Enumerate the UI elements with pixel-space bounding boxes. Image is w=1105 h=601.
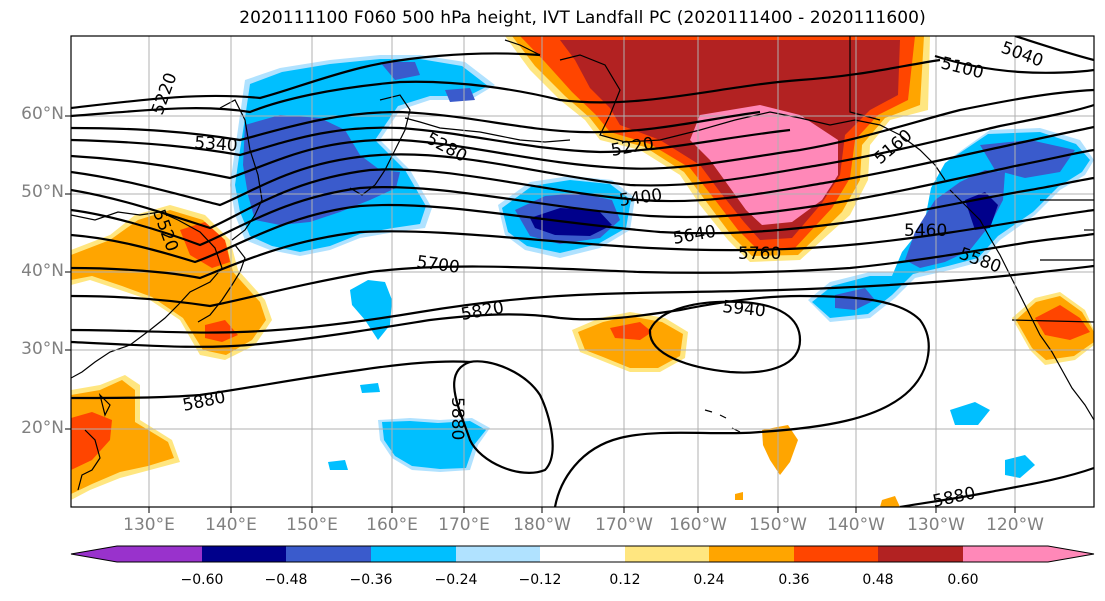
lat-label-30n: 30°N [21,339,64,359]
colorbar-tick-label: −0.24 [434,572,478,588]
contour-label: 5880 [447,397,467,440]
lon-label-130w: 130°W [907,515,965,535]
graticule [71,36,1094,507]
lon-label-160e: 160°E [366,515,418,535]
lon-label-150e: 150°E [286,515,338,535]
coastlines [71,36,1094,491]
map-title: 2020111100 F060 500 hPa height, IVT Land… [239,8,926,28]
lon-label-130e: 130°E [123,515,175,535]
lon-label-160w: 160°W [669,515,727,535]
lon-label-140e: 140°E [205,515,257,535]
colorbar-tick-label: −0.48 [264,572,308,588]
lon-label-170w: 170°W [595,515,653,535]
contour-label: 5340 [194,133,239,156]
lon-label-180w: 180°W [513,515,571,535]
contour-label: 5940 [721,297,766,321]
contour-label: 5460 [904,221,947,241]
colorbar-tick-label: 0.60 [947,572,979,588]
lat-label-60n: 60°N [21,104,64,124]
lon-label-150w: 150°W [749,515,807,535]
lon-label-170e: 170°E [438,515,490,535]
colorbar-tick-label: −0.60 [180,572,224,588]
height-contours [71,36,1094,507]
colorbar-tick-label: −0.36 [349,572,393,588]
lon-label-120w: 120°W [986,515,1044,535]
lon-label-140w: 140°W [827,515,885,535]
colorbar-tick-label: 0.24 [693,572,725,588]
colorbar-tick-label: 0.36 [778,572,810,588]
colorbar-tick-label: 0.12 [609,572,641,588]
axis-ticks [65,115,1016,513]
contour-label: 5880 [931,483,977,512]
positive-anomaly-shading [71,36,1094,507]
lat-label-20n: 20°N [21,418,64,438]
lat-label-50n: 50°N [21,182,64,202]
lat-label-40n: 40°N [21,261,64,281]
colorbar-tick-label: 0.48 [862,572,894,588]
colorbar-tick-label: −0.12 [518,572,562,588]
contour-label: 5760 [738,244,781,264]
